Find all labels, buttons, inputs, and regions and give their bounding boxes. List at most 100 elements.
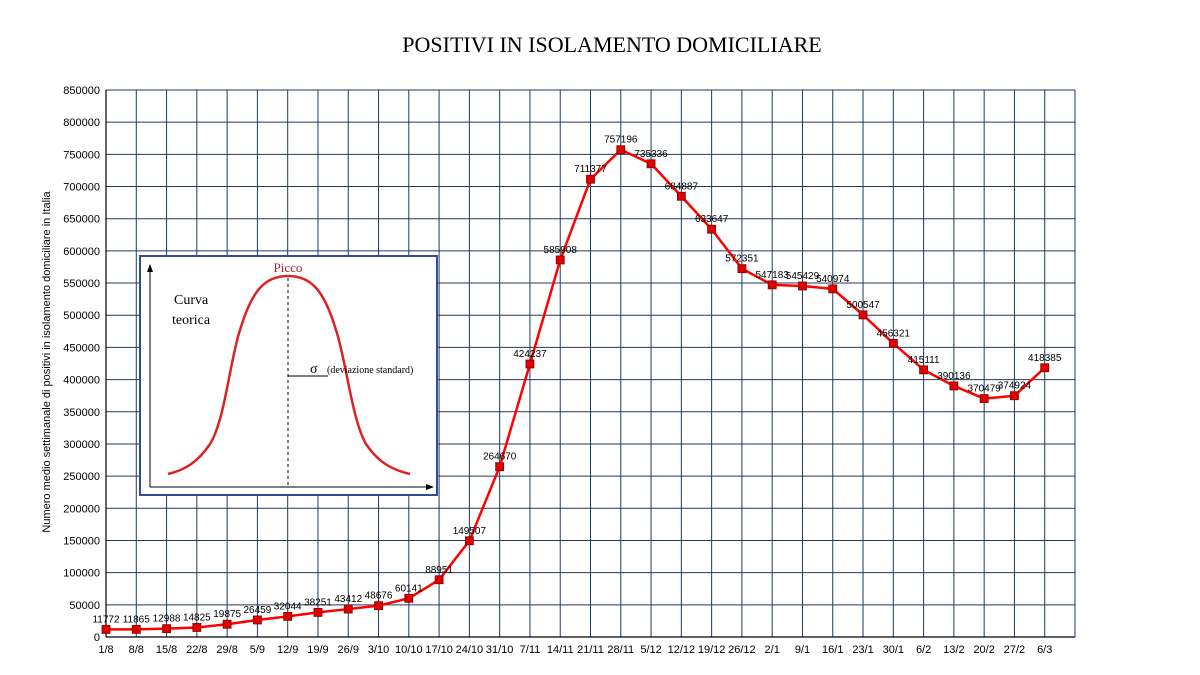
gaussian-curve	[167, 274, 411, 476]
data-point	[767, 280, 777, 290]
data-point	[374, 601, 383, 611]
data-label: 585908	[544, 245, 578, 256]
x-tick-label: 6/3	[1037, 644, 1052, 656]
data-point	[949, 381, 959, 391]
x-tick-label: 19/12	[698, 644, 726, 656]
data-label: 43412	[334, 594, 362, 605]
data-point	[858, 310, 868, 320]
x-tick-label: 26/9	[338, 644, 359, 656]
chart-title: POSITIVI IN ISOLAMENTO DOMICILIARE	[402, 32, 821, 57]
x-tick-label: 31/10	[486, 644, 514, 656]
data-point	[888, 338, 898, 348]
data-label: 633647	[695, 214, 729, 225]
data-point	[253, 615, 262, 625]
x-tick-label: 24/10	[456, 644, 484, 656]
data-label: 547183	[756, 270, 790, 281]
data-point	[586, 174, 595, 184]
sigma-symbol: σ	[310, 362, 318, 377]
data-label: 711377	[574, 164, 607, 175]
data-point	[707, 224, 717, 234]
x-tick-label: 17/10	[425, 644, 453, 656]
data-labels: 11772 11865 12988 14825 19875 26459 32044 38251…	[92, 135, 1061, 626]
data-label: 14825	[183, 612, 211, 623]
theoretical-curve-inset: Picco Curva teorica σ (deviazione standa…	[139, 255, 438, 496]
x-tick-label: 27/2	[1004, 644, 1025, 656]
data-label: 374924	[998, 381, 1032, 392]
data-label: 48676	[365, 591, 393, 602]
data-point	[555, 255, 565, 265]
y-tick-label: 750000	[63, 149, 100, 161]
data-label: 418385	[1028, 353, 1062, 364]
data-point	[495, 462, 505, 472]
data-point	[676, 191, 686, 201]
x-tick-label: 21/11	[577, 644, 604, 656]
data-label: 390136	[937, 371, 971, 382]
data-label: 415111	[908, 355, 940, 366]
data-label: 545429	[786, 271, 820, 282]
x-tick-label: 2/1	[765, 644, 780, 656]
data-label: 26459	[244, 605, 272, 616]
data-point	[798, 281, 807, 291]
x-tick-label: 28/11	[607, 644, 634, 656]
data-point	[464, 536, 474, 546]
y-tick-label: 350000	[63, 407, 100, 419]
x-tick-label: 3/10	[368, 644, 389, 656]
data-label: 757196	[604, 135, 638, 146]
data-label: 572351	[725, 254, 759, 265]
y-tick-label: 700000	[63, 182, 100, 194]
curve-label-line1: Curva	[174, 293, 209, 308]
x-tick-label: 20/2	[973, 644, 994, 656]
data-label: 60141	[395, 583, 423, 594]
data-label: 500547	[846, 300, 880, 311]
x-tick-label: 15/8	[156, 644, 177, 656]
data-label: 88951	[425, 565, 453, 576]
y-axis-label: Numero medio settimanale di positivi in …	[41, 191, 53, 533]
x-tick-label: 1/8	[98, 644, 113, 656]
y-tick-label: 450000	[63, 342, 100, 354]
y-tick-label: 50000	[69, 600, 100, 612]
data-markers	[101, 145, 1050, 634]
data-label: 38251	[304, 597, 332, 608]
data-label: 264670	[483, 452, 517, 463]
data-point	[979, 394, 989, 403]
data-point	[343, 604, 353, 614]
y-tick-label: 600000	[63, 246, 100, 258]
data-label: 735336	[634, 149, 668, 160]
data-label: 684887	[665, 181, 699, 192]
data-point	[646, 159, 656, 169]
x-tick-label: 6/2	[916, 644, 931, 656]
x-tick-label: 26/12	[728, 644, 756, 656]
x-tick-label: 7/11	[520, 644, 541, 656]
x-tick-label: 8/8	[129, 644, 144, 656]
x-tick-label: 13/2	[943, 644, 964, 656]
series-polyline	[105, 148, 1046, 631]
data-point	[131, 624, 141, 634]
y-tick-label: 150000	[63, 535, 100, 547]
y-tick-label: 850000	[63, 85, 100, 97]
data-point	[1010, 391, 1019, 401]
x-tick-label: 10/10	[395, 644, 423, 656]
data-point	[404, 593, 414, 603]
x-tick-label: 19/9	[307, 644, 328, 656]
y-tick-label: 800000	[63, 117, 100, 129]
x-tick-label: 5/12	[640, 644, 661, 656]
data-point	[101, 625, 111, 634]
y-tick-label: 500000	[63, 310, 100, 322]
data-point	[525, 359, 535, 369]
data-label: 11772	[92, 614, 120, 625]
y-tick-label: 400000	[63, 375, 100, 387]
data-point	[919, 365, 928, 375]
y-tick-label: 0	[94, 632, 100, 644]
x-tick-label: 14/11	[547, 644, 574, 656]
inset-y-arrow-icon	[147, 264, 153, 272]
data-label: 19875	[213, 609, 241, 620]
y-tick-labels: 0 50000 100000 150000 200000 250000 300000 3500…	[63, 85, 100, 644]
x-tick-label: 23/1	[852, 644, 873, 656]
x-tick-labels: 1/8 8/8 15/8 22/8 29/8 5/9 12/9 19/9 26/9 3/10 10/…	[98, 644, 1052, 656]
y-tick-label: 650000	[63, 214, 100, 226]
x-tick-label: 16/1	[822, 644, 843, 656]
data-point	[434, 575, 444, 585]
x-tick-label: 22/8	[186, 644, 207, 656]
peak-label: Picco	[274, 260, 303, 275]
